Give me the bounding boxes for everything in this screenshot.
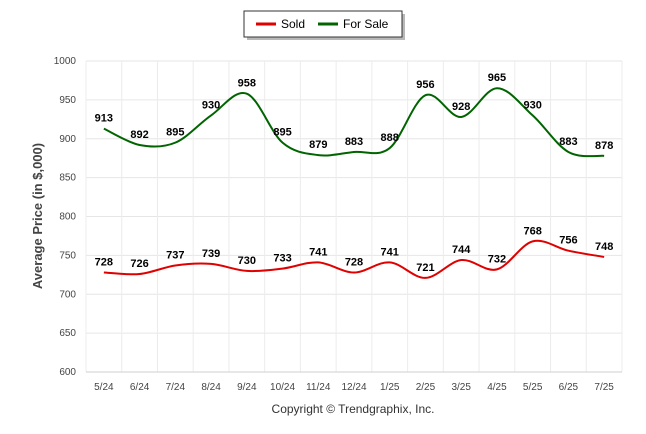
sold-data-label: 741 xyxy=(309,246,327,258)
sold-data-label: 741 xyxy=(381,246,399,258)
x-tick-labels: 5/24 6/24 7/24 8/24 9/24 10/24 11/24 12/24 1/25 2… xyxy=(94,382,614,393)
for-sale-data-label: 956 xyxy=(416,79,434,91)
sold-data-label: 768 xyxy=(523,225,541,237)
for-sale-series-line xyxy=(103,87,605,158)
x-tick-label: 6/25 xyxy=(559,382,579,393)
y-tick-label: 850 xyxy=(59,173,76,184)
x-tick-label: 12/24 xyxy=(341,382,366,393)
for-sale-data-label: 958 xyxy=(238,78,256,90)
x-tick-label: 11/24 xyxy=(306,382,331,393)
y-tick-label: 900 xyxy=(59,134,76,145)
sold-data-label: 730 xyxy=(238,255,256,267)
y-axis-label: Average Price (in $,000) xyxy=(30,143,45,289)
for-sale-data-label: 879 xyxy=(309,139,327,151)
data-labels: 728 726 737 739 730 733 741 728 741 721 744 732 768 7… xyxy=(95,72,614,274)
series-lines xyxy=(103,87,605,279)
for-sale-data-label: 895 xyxy=(273,127,291,139)
y-tick-labels: 600 650 700 750 800 850 900 950 1000 xyxy=(54,56,77,378)
copyright-text: Copyright © Trendgraphix, Inc. xyxy=(272,402,435,416)
sold-data-label: 726 xyxy=(130,258,148,270)
y-tick-label: 700 xyxy=(59,289,76,300)
for-sale-data-label: 928 xyxy=(452,101,470,113)
y-tick-label: 1000 xyxy=(54,56,77,67)
sold-data-label: 756 xyxy=(559,235,577,247)
y-tick-label: 650 xyxy=(59,328,76,339)
legend: Sold For Sale xyxy=(243,10,405,40)
x-tick-label: 5/25 xyxy=(523,382,543,393)
x-tick-label: 5/24 xyxy=(94,382,114,393)
y-tick-label: 600 xyxy=(59,367,76,378)
x-tick-label: 8/24 xyxy=(201,382,221,393)
grid-lines xyxy=(85,60,623,373)
x-tick-label: 4/25 xyxy=(487,382,507,393)
for-sale-data-label: 895 xyxy=(166,127,184,139)
sold-data-label: 737 xyxy=(166,249,184,261)
sold-data-label: 739 xyxy=(202,248,220,260)
x-tick-label: 10/24 xyxy=(270,382,295,393)
x-tick-label: 1/25 xyxy=(380,382,400,393)
y-tick-label: 800 xyxy=(59,212,76,223)
x-tick-label: 7/24 xyxy=(166,382,186,393)
for-sale-data-label: 892 xyxy=(130,129,148,141)
x-tick-label: 2/25 xyxy=(416,382,436,393)
for-sale-data-label: 930 xyxy=(202,99,220,111)
sold-data-label: 721 xyxy=(416,262,434,274)
x-tick-label: 3/25 xyxy=(451,382,471,393)
sold-data-label: 733 xyxy=(273,253,291,265)
for-sale-data-label: 930 xyxy=(523,99,541,111)
legend-forsale-label: For Sale xyxy=(343,17,389,31)
x-tick-label: 7/25 xyxy=(594,382,614,393)
x-tick-label: 6/24 xyxy=(130,382,150,393)
for-sale-data-label: 883 xyxy=(345,136,363,148)
sold-data-label: 732 xyxy=(488,253,506,265)
sold-series-line xyxy=(103,239,605,279)
sold-data-label: 728 xyxy=(345,256,363,268)
for-sale-data-label: 883 xyxy=(559,136,577,148)
legend-sold-label: Sold xyxy=(281,17,305,31)
y-tick-label: 750 xyxy=(59,250,76,261)
sold-data-label: 748 xyxy=(595,241,613,253)
y-tick-label: 950 xyxy=(59,95,76,106)
for-sale-data-label: 965 xyxy=(488,72,506,84)
for-sale-data-label: 913 xyxy=(95,113,113,125)
sold-data-label: 744 xyxy=(452,244,471,256)
for-sale-data-label: 888 xyxy=(381,132,399,144)
sold-data-label: 728 xyxy=(95,256,113,268)
x-tick-label: 9/24 xyxy=(237,382,257,393)
for-sale-data-label: 878 xyxy=(595,140,613,152)
